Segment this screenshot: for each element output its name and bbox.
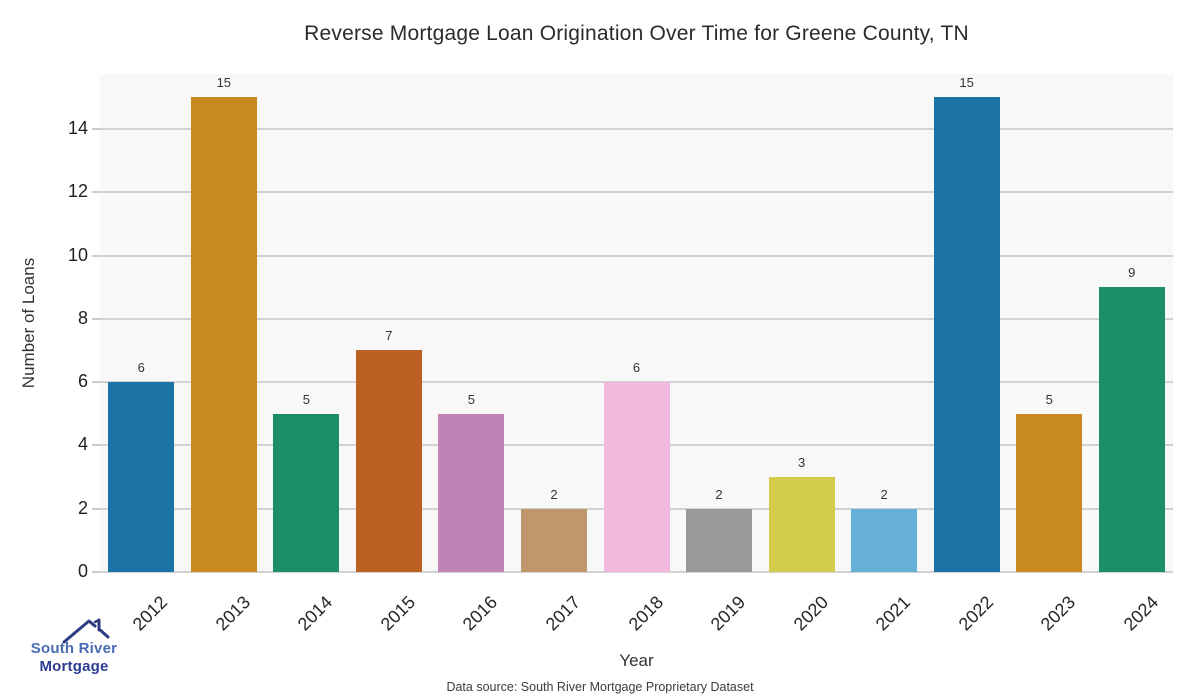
bar-2012 [108, 382, 175, 572]
bar-value-2018: 6 [632, 360, 641, 376]
y-tick-label-4: 4 [77, 434, 88, 455]
bar-2019 [686, 508, 753, 572]
bar-value-2012: 6 [137, 360, 145, 376]
bar-2013 [190, 97, 257, 572]
gridline-y-12 [100, 191, 1173, 194]
bar-value-2014: 5 [302, 391, 310, 407]
data-source-note: Data source: South River Mortgage Propri… [446, 680, 754, 694]
bar-2020 [768, 477, 835, 572]
x-axis-label: Year [619, 651, 654, 670]
bar-2015 [355, 350, 422, 572]
y-tick-label-10: 10 [67, 244, 88, 265]
y-tick-mark-14 [92, 127, 100, 130]
bar-value-2022: 15 [959, 75, 974, 91]
bar-2021 [851, 508, 918, 572]
bar-2018 [603, 382, 670, 572]
bar-2022 [933, 97, 1000, 572]
y-tick-mark-4 [92, 444, 100, 447]
y-tick-mark-12 [92, 191, 100, 194]
bar-value-2023: 5 [1045, 391, 1053, 407]
gridline-y-10 [100, 254, 1173, 257]
bar-value-2013: 15 [216, 75, 232, 91]
plot-area: 6 15 5 7 5 2 6 2 3 2 15 5 9 [100, 74, 1173, 573]
bar-2016 [438, 413, 505, 572]
y-tick-mark-2 [92, 507, 100, 510]
gridline-y-14 [100, 127, 1173, 130]
bar-value-2016: 5 [467, 391, 476, 407]
y-tick-label-0: 0 [77, 561, 88, 581]
house-roof-icon [62, 618, 110, 644]
bar-value-2020: 3 [797, 455, 806, 471]
gridline-y-8 [100, 317, 1173, 320]
y-tick-mark-0 [92, 571, 100, 573]
y-tick-mark-8 [92, 317, 100, 320]
bar-2017 [520, 508, 587, 572]
chart-title: Reverse Mortgage Loan Origination Over T… [304, 22, 969, 45]
bar-2024 [1098, 287, 1165, 572]
bar-2023 [1016, 413, 1083, 572]
bar-value-2024: 9 [1128, 265, 1136, 281]
logo-text-line1: South River [30, 640, 118, 657]
bar-value-2017: 2 [550, 486, 558, 502]
y-tick-label-14: 14 [67, 117, 88, 138]
gridline-y-0 [100, 571, 1173, 573]
south-river-mortgage-logo: South River Mortgage [14, 598, 134, 682]
logo-text-line2: Mortgage [39, 658, 109, 675]
y-tick-label-6: 6 [77, 371, 88, 392]
y-tick-mark-10 [92, 254, 100, 257]
bar-value-2019: 2 [715, 486, 723, 502]
gridline-y-6 [100, 381, 1173, 384]
bar-value-2015: 7 [385, 328, 393, 344]
y-axis-label: Number of Loans [19, 257, 38, 389]
y-tick-mark-6 [92, 381, 100, 384]
bar-value-2021: 2 [880, 486, 888, 502]
y-tick-label-2: 2 [77, 497, 88, 518]
y-tick-label-8: 8 [77, 307, 88, 328]
bar-2014 [273, 413, 340, 572]
y-tick-label-12: 12 [67, 181, 88, 202]
